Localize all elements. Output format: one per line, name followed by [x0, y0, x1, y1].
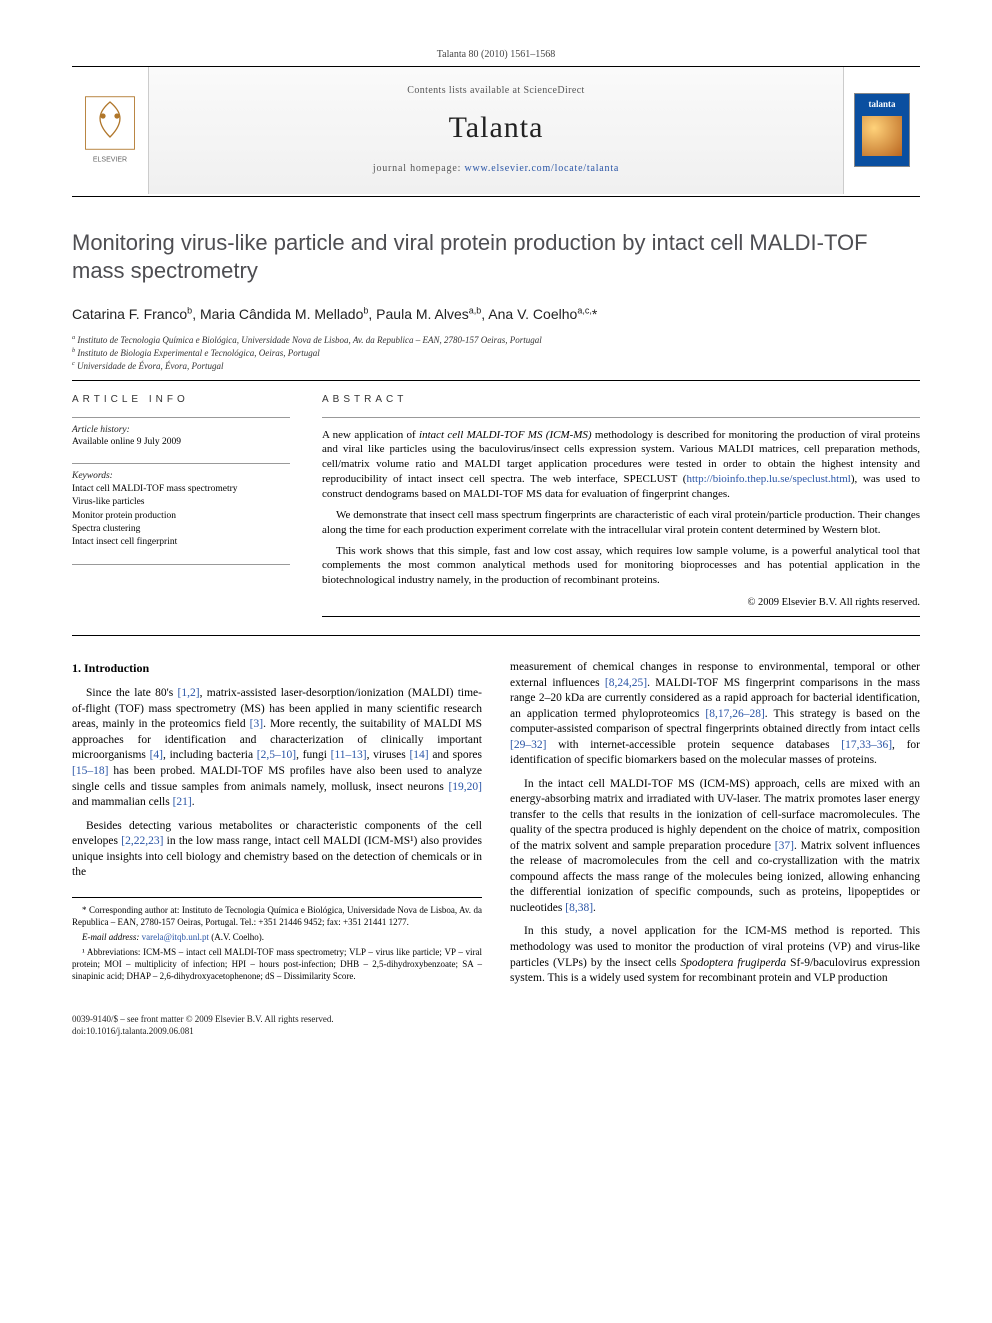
- elsevier-logo: ELSEVIER: [72, 67, 148, 194]
- corresponding-email-link[interactable]: varela@itqb.unl.pt: [142, 932, 209, 942]
- footer-doi: doi:10.1016/j.talanta.2009.06.081: [72, 1025, 334, 1037]
- email-note: E-mail address: varela@itqb.unl.pt (A.V.…: [72, 931, 482, 943]
- abstract-p3: This work shows that this simple, fast a…: [322, 544, 920, 589]
- keywords-list: Intact cell MALDI-TOF mass spectrometryV…: [72, 483, 290, 549]
- contents-available: Contents lists available at ScienceDirec…: [407, 84, 584, 98]
- affiliation-line: c Universidade de Évora, Évora, Portugal: [72, 360, 920, 372]
- svg-text:ELSEVIER: ELSEVIER: [93, 157, 127, 164]
- intro-p4: In this study, a novel application for t…: [510, 924, 920, 986]
- article-title: Monitoring virus-like particle and viral…: [72, 229, 920, 285]
- abstract-copyright: © 2009 Elsevier B.V. All rights reserved…: [322, 596, 920, 610]
- speclust-link[interactable]: http://bioinfo.thep.lu.se/speclust.html: [686, 473, 850, 485]
- keyword-item: Intact cell MALDI-TOF mass spectrometry: [72, 483, 290, 496]
- abbreviations-note: ¹ Abbreviations: ICM-MS – intact cell MA…: [72, 946, 482, 982]
- footnotes-block: * Corresponding author at: Instituto de …: [72, 897, 482, 983]
- body-two-column: 1. Introduction Since the late 80's [1,2…: [72, 660, 920, 994]
- keyword-item: Virus-like particles: [72, 496, 290, 509]
- author-list: Catarina F. Francob, Maria Cândida M. Me…: [72, 305, 920, 324]
- abstract-column: abstract A new application of intact cel…: [322, 393, 920, 617]
- section-heading-intro: 1. Introduction: [72, 660, 482, 676]
- journal-homepage: journal homepage: www.elsevier.com/locat…: [373, 162, 619, 176]
- intro-p2: Besides detecting various metabolites or…: [72, 819, 482, 881]
- journal-header-bar: ELSEVIER Contents lists available at Sci…: [72, 66, 920, 194]
- article-info-column: article info Article history: Available …: [72, 393, 290, 617]
- article-history-value: Available online 9 July 2009: [72, 436, 290, 449]
- abstract-p2: We demonstrate that insect cell mass spe…: [322, 508, 920, 538]
- article-history-label: Article history:: [72, 424, 290, 437]
- intro-p1: Since the late 80's [1,2], matrix-assist…: [72, 686, 482, 810]
- affiliation-line: b Instituto de Biologia Experimental e T…: [72, 347, 920, 359]
- abstract-heading: abstract: [322, 393, 920, 407]
- abstract-p1: A new application of intact cell MALDI-T…: [322, 428, 920, 502]
- article-info-heading: article info: [72, 393, 290, 407]
- page-footer: 0039-9140/$ – see front matter © 2009 El…: [72, 1013, 920, 1037]
- corresponding-author-note: * Corresponding author at: Instituto de …: [72, 904, 482, 928]
- keyword-item: Spectra clustering: [72, 523, 290, 536]
- keyword-item: Monitor protein production: [72, 510, 290, 523]
- journal-cover-thumb: talanta: [844, 67, 920, 194]
- sciencedirect-link[interactable]: ScienceDirect: [523, 85, 584, 96]
- affiliation-line: a Instituto de Tecnologia Química e Biol…: [72, 334, 920, 346]
- intro-p3: In the intact cell MALDI-TOF MS (ICM-MS)…: [510, 777, 920, 917]
- running-head: Talanta 80 (2010) 1561–1568: [72, 48, 920, 62]
- affiliations: a Instituto de Tecnologia Química e Biol…: [72, 334, 920, 372]
- intro-p1-cont: measurement of chemical changes in respo…: [510, 660, 920, 769]
- footer-copyright: 0039-9140/$ – see front matter © 2009 El…: [72, 1013, 334, 1025]
- journal-title: Talanta: [449, 108, 544, 149]
- journal-homepage-link[interactable]: www.elsevier.com/locate/talanta: [464, 163, 619, 174]
- body-right-column: measurement of chemical changes in respo…: [510, 660, 920, 994]
- body-left-column: 1. Introduction Since the late 80's [1,2…: [72, 660, 482, 994]
- keyword-item: Intact insect cell fingerprint: [72, 536, 290, 549]
- keywords-label: Keywords:: [72, 470, 290, 483]
